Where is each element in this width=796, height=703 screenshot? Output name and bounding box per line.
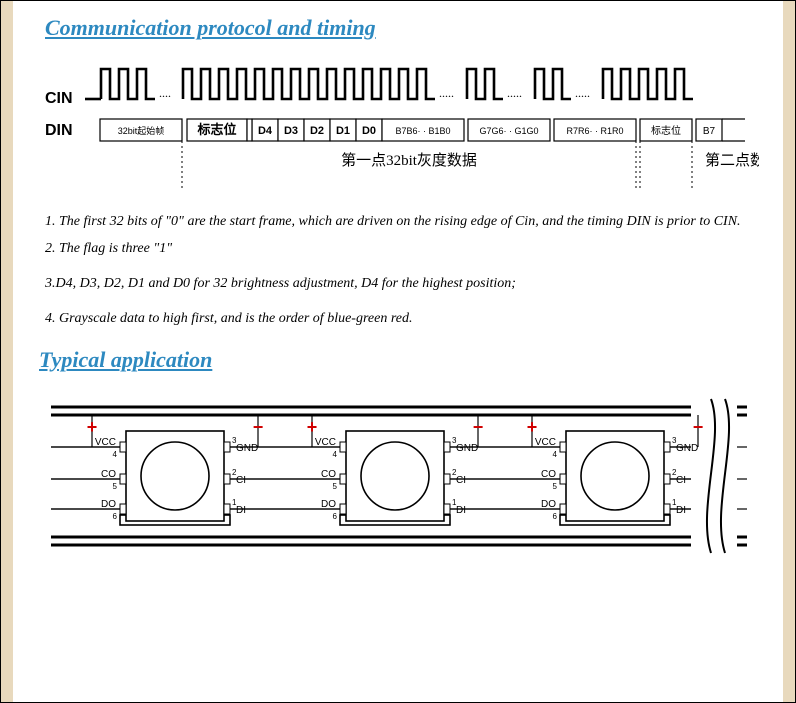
application-heading: Typical application bbox=[39, 347, 757, 373]
note-3: 3.D4, D3, D2, D1 and D0 for 32 brightnes… bbox=[45, 273, 757, 294]
svg-text:4: 4 bbox=[113, 450, 118, 459]
note-4: 4. Grayscale data to high first, and is … bbox=[45, 308, 757, 329]
svg-text:DI: DI bbox=[676, 505, 686, 516]
svg-text:D3: D3 bbox=[284, 125, 298, 137]
svg-text:标志位: 标志位 bbox=[196, 122, 236, 137]
timing-diagram: CIN DIN................... 32bit起始帧 标志位 D4 D3… bbox=[45, 53, 759, 203]
svg-text:5: 5 bbox=[113, 482, 118, 491]
svg-text:B7B6· · B1B0: B7B6· · B1B0 bbox=[395, 126, 450, 136]
svg-text:CI: CI bbox=[236, 475, 246, 486]
svg-text:CI: CI bbox=[676, 475, 686, 486]
svg-text:GND: GND bbox=[236, 443, 258, 454]
svg-text:DO: DO bbox=[101, 499, 116, 510]
svg-text:3: 3 bbox=[452, 436, 457, 445]
svg-text:2: 2 bbox=[672, 468, 677, 477]
svg-text:D2: D2 bbox=[310, 125, 324, 137]
svg-text:6: 6 bbox=[553, 512, 558, 521]
svg-text:GND: GND bbox=[676, 443, 698, 454]
svg-text:D4: D4 bbox=[258, 125, 273, 137]
svg-text:32bit起始帧: 32bit起始帧 bbox=[118, 125, 165, 136]
protocol-notes: 1. The first 32 bits of "0" are the star… bbox=[45, 211, 757, 329]
protocol-heading: Communication protocol and timing bbox=[45, 15, 757, 41]
svg-text:GND: GND bbox=[456, 443, 478, 454]
svg-text:标志位: 标志位 bbox=[651, 124, 681, 137]
svg-text:B7: B7 bbox=[703, 126, 716, 137]
svg-text:DIN: DIN bbox=[45, 122, 73, 139]
svg-text:1: 1 bbox=[452, 498, 457, 507]
svg-text:1: 1 bbox=[672, 498, 677, 507]
svg-text:3: 3 bbox=[672, 436, 677, 445]
decorative-border-left bbox=[1, 1, 13, 702]
svg-text:DI: DI bbox=[236, 505, 246, 516]
svg-text:CI: CI bbox=[456, 475, 466, 486]
svg-text:....: .... bbox=[159, 86, 171, 100]
svg-text:DO: DO bbox=[321, 499, 336, 510]
page-content: Communication protocol and timing CIN DIN… bbox=[13, 1, 783, 702]
svg-text:4: 4 bbox=[553, 450, 558, 459]
svg-text:CO: CO bbox=[541, 469, 556, 480]
svg-text:VCC: VCC bbox=[315, 437, 336, 448]
svg-text:2: 2 bbox=[452, 468, 457, 477]
svg-text:4: 4 bbox=[333, 450, 338, 459]
svg-text:CO: CO bbox=[101, 469, 116, 480]
svg-text:+: + bbox=[87, 417, 98, 437]
svg-text:1: 1 bbox=[232, 498, 237, 507]
svg-text:CIN: CIN bbox=[45, 90, 73, 107]
svg-text:5: 5 bbox=[553, 482, 558, 491]
svg-text:第二点数据: 第二点数据 bbox=[705, 151, 759, 169]
svg-text:.....: ..... bbox=[507, 86, 522, 100]
svg-text:DI: DI bbox=[456, 505, 466, 516]
svg-text:5: 5 bbox=[333, 482, 338, 491]
svg-text:+: + bbox=[307, 417, 318, 437]
application-diagram: VCC4CO5DO6GND3CI2DI1+−VCC4CO5DO6GND3CI2D… bbox=[45, 389, 759, 568]
svg-text:−: − bbox=[253, 417, 264, 437]
svg-text:6: 6 bbox=[113, 512, 118, 521]
svg-text:VCC: VCC bbox=[95, 437, 116, 448]
svg-text:6: 6 bbox=[333, 512, 338, 521]
decorative-border-right bbox=[783, 1, 795, 702]
svg-text:−: − bbox=[473, 417, 484, 437]
svg-text:.....: ..... bbox=[439, 86, 454, 100]
svg-text:+: + bbox=[527, 417, 538, 437]
svg-text:G7G6· · G1G0: G7G6· · G1G0 bbox=[479, 126, 538, 136]
svg-text:D0: D0 bbox=[362, 125, 376, 137]
svg-text:−: − bbox=[693, 417, 704, 437]
svg-text:.....: ..... bbox=[575, 86, 590, 100]
svg-text:VCC: VCC bbox=[535, 437, 556, 448]
svg-text:R7R6· · R1R0: R7R6· · R1R0 bbox=[566, 126, 623, 136]
svg-text:D1: D1 bbox=[336, 125, 350, 137]
svg-text:DO: DO bbox=[541, 499, 556, 510]
note-2: 2. The flag is three "1" bbox=[45, 238, 757, 259]
note-1: 1. The first 32 bits of "0" are the star… bbox=[45, 211, 757, 232]
svg-text:第一点32bit灰度数据: 第一点32bit灰度数据 bbox=[341, 151, 477, 169]
svg-text:CO: CO bbox=[321, 469, 336, 480]
svg-text:3: 3 bbox=[232, 436, 237, 445]
svg-text:2: 2 bbox=[232, 468, 237, 477]
